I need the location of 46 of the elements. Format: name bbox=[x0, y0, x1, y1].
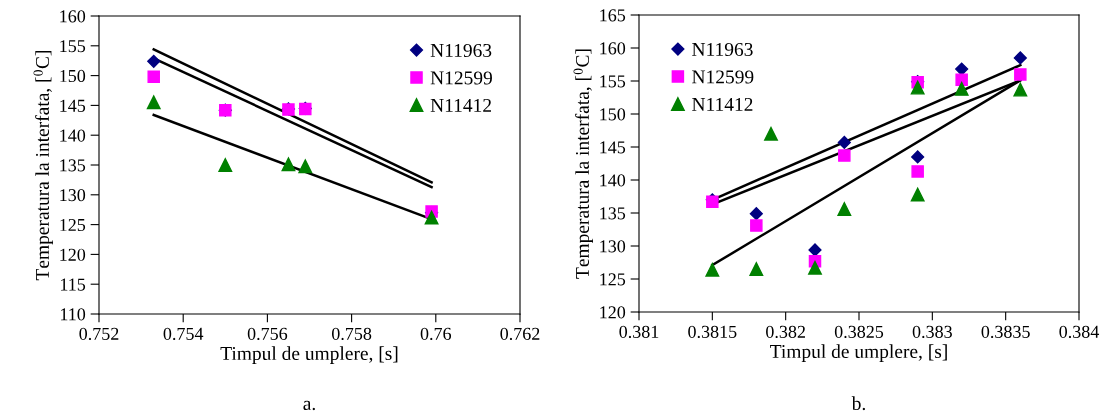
y-axis-title: Temperatura la interfata, [$^{0}$C] bbox=[573, 49, 593, 279]
y-tick-label: 140 bbox=[60, 129, 86, 142]
y-tick-label: 140 bbox=[600, 174, 626, 187]
y-tick-label: 135 bbox=[60, 159, 86, 172]
x-tick-label: 0.762 bbox=[500, 327, 540, 340]
y-tick-label: 130 bbox=[60, 189, 86, 202]
x-tick-label: 0.3825 bbox=[834, 325, 884, 338]
y-tick-label: 150 bbox=[600, 108, 626, 121]
y-tick-label: 110 bbox=[60, 308, 86, 321]
legend-label: N12599 bbox=[430, 71, 492, 85]
legend-label: N11963 bbox=[430, 43, 492, 58]
legend-label: N12599 bbox=[692, 70, 754, 84]
y-tick-label: 150 bbox=[60, 69, 86, 83]
x-tick-label: 0.3815 bbox=[688, 325, 737, 338]
y-tick-label: 155 bbox=[60, 40, 86, 53]
y-tick-label: 120 bbox=[600, 306, 626, 319]
y-tick-label: 145 bbox=[60, 99, 86, 112]
legend-label: N11963 bbox=[692, 42, 753, 57]
x-tick-label: 0.758 bbox=[331, 327, 372, 340]
text: a. bbox=[303, 400, 315, 411]
x-axis-title: Timpul de umplere, [s] bbox=[220, 346, 398, 364]
y-tick-label: 125 bbox=[60, 218, 86, 232]
x-tick-label: 0.382 bbox=[766, 325, 805, 338]
x-tick-label: 0.754 bbox=[163, 327, 204, 340]
y-tick-label: 120 bbox=[60, 248, 86, 261]
y-tick-label: 155 bbox=[600, 75, 626, 88]
y-tick-label: 125 bbox=[600, 273, 626, 286]
x-tick-label: 0.756 bbox=[247, 327, 288, 340]
y-tick-label: 160 bbox=[600, 42, 626, 55]
legend-label: N11412 bbox=[430, 98, 491, 112]
x-tick-label: 0.383 bbox=[912, 325, 952, 338]
y-tick-label: 130 bbox=[600, 240, 626, 253]
x-tick-label: 0.384 bbox=[1059, 325, 1100, 338]
x-tick-label: 0.381 bbox=[619, 325, 659, 338]
y-axis-title: Temperatura la interfata, [$^{0}$C] bbox=[33, 51, 53, 281]
text: b. bbox=[851, 396, 866, 411]
x-tick-label: 0.76 bbox=[420, 327, 452, 340]
y-tick-label: 115 bbox=[60, 278, 86, 291]
x-tick-label: 0.3835 bbox=[981, 325, 1030, 338]
legend-label: N11412 bbox=[692, 97, 753, 111]
y-tick-label: 135 bbox=[600, 207, 626, 220]
x-tick-label: 0.752 bbox=[79, 327, 119, 340]
y-tick-label: 165 bbox=[600, 9, 626, 22]
y-tick-label: 145 bbox=[600, 141, 626, 154]
y-tick-label: 160 bbox=[60, 10, 86, 23]
x-axis-title: Timpul de umplere, [s] bbox=[770, 344, 947, 362]
